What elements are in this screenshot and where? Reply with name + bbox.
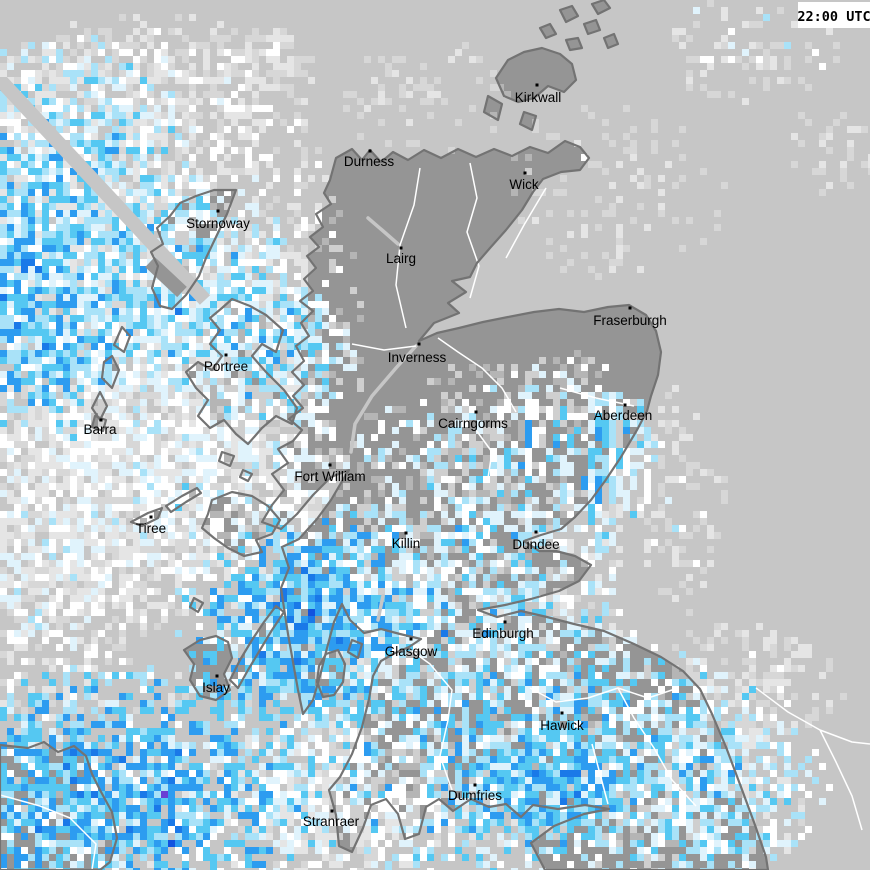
place-dot [215, 674, 219, 678]
loch-ness [349, 344, 418, 454]
place-label: Edinburgh [472, 626, 534, 641]
radar-clear-streak [0, 77, 211, 305]
place-dot [399, 246, 403, 250]
place-dot [404, 531, 408, 535]
place-label: Dumfries [448, 788, 502, 803]
place-dot [368, 149, 372, 153]
place-dot [417, 342, 421, 346]
place-dot [328, 463, 332, 467]
place-label: Fort William [294, 469, 365, 484]
place-dot [560, 711, 564, 715]
radar-cells-white [0, 28, 833, 870]
place-label: Islay [202, 680, 230, 695]
place-label: Inverness [388, 350, 447, 365]
place-label: Portree [204, 359, 248, 374]
place-label: Stornoway [186, 216, 250, 231]
radar-cells-cyan [0, 63, 791, 870]
place-dot [409, 637, 413, 641]
place-label: Stranraer [303, 814, 360, 829]
place-label: Glasgow [385, 644, 438, 659]
place-label: Fraserburgh [593, 313, 667, 328]
place-dot [474, 410, 478, 414]
place-dot [330, 809, 334, 813]
place-dot [628, 306, 632, 310]
timestamp-background [798, 2, 870, 28]
place-label: Wick [509, 177, 538, 192]
place-labels: Kirkwall Durness Wick Stornoway Lairg Fraserb… [83, 83, 667, 829]
place-dot [503, 620, 507, 624]
place-dot [149, 515, 153, 519]
timestamp-badge: 22:00 UTC [797, 2, 870, 28]
radar-cells-light-cyan [0, 14, 819, 870]
place-label: Cairngorms [438, 416, 508, 431]
place-label: Barra [83, 422, 117, 437]
place-label: Kirkwall [515, 90, 562, 105]
radar-cells-pale-cyan [0, 7, 826, 870]
place-label: Dundee [512, 537, 559, 552]
timestamp: 22:00 UTC [797, 9, 870, 25]
place-dot [535, 83, 539, 87]
place-dot [216, 209, 220, 213]
loch-shin [366, 216, 400, 246]
place-dot [99, 418, 103, 422]
place-label: Hawick [540, 718, 584, 733]
place-label: Lairg [386, 251, 416, 266]
place-dot [534, 530, 538, 534]
place-label: Tiree [136, 521, 166, 536]
place-dot [523, 171, 527, 175]
place-label: Killin [392, 536, 421, 551]
place-dot [224, 353, 228, 357]
radar-cells-purple [161, 791, 168, 798]
lochs-layer [349, 216, 418, 622]
place-dot [623, 403, 627, 407]
place-label: Aberdeen [594, 408, 653, 423]
radar-cells-blue [0, 119, 742, 870]
rivers-layer [0, 162, 870, 870]
loch-lomond [376, 594, 385, 622]
place-dot [473, 783, 477, 787]
place-label: Durness [344, 154, 395, 169]
